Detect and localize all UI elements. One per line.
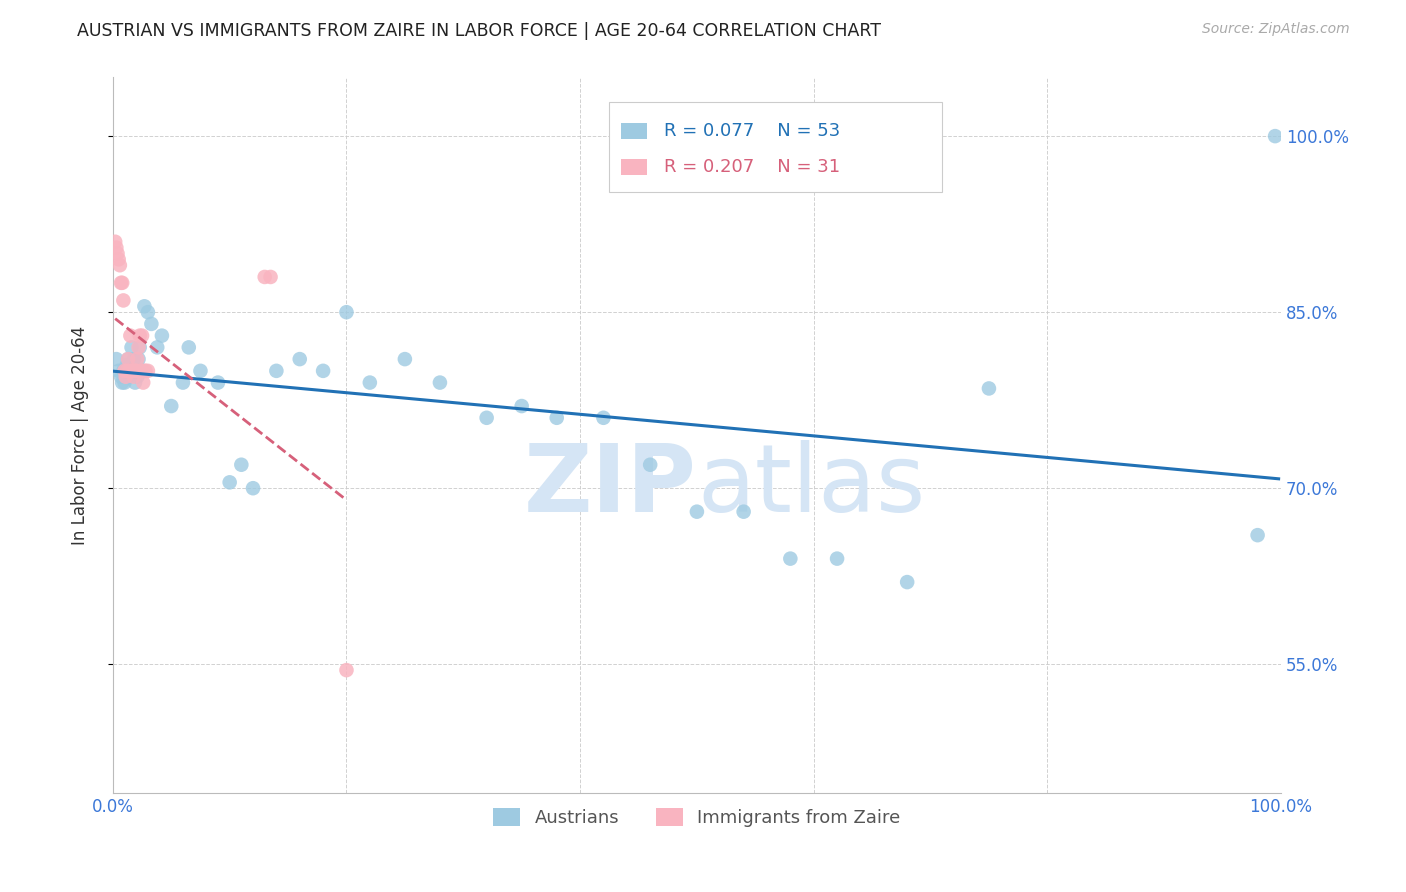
- FancyBboxPatch shape: [609, 103, 942, 192]
- Point: [129, 364, 152, 378]
- Point: [121, 364, 143, 378]
- Point: [115, 358, 138, 372]
- Point: [134, 364, 156, 378]
- Point: [110, 369, 132, 384]
- Point: [136, 364, 159, 378]
- Text: R = 0.077    N = 53: R = 0.077 N = 53: [664, 122, 841, 140]
- Point: [132, 376, 155, 390]
- Point: [105, 241, 128, 255]
- Point: [128, 328, 150, 343]
- Point: [546, 410, 568, 425]
- Point: [111, 376, 134, 390]
- Text: ZIP: ZIP: [524, 440, 697, 532]
- Point: [136, 305, 159, 319]
- Y-axis label: In Labor Force | Age 20-64: In Labor Force | Age 20-64: [72, 326, 89, 545]
- Point: [128, 340, 150, 354]
- Point: [160, 399, 183, 413]
- Point: [118, 364, 141, 378]
- Point: [242, 481, 264, 495]
- Point: [127, 352, 149, 367]
- Point: [105, 352, 128, 367]
- Point: [117, 352, 139, 367]
- Point: [122, 352, 145, 367]
- Point: [107, 364, 129, 378]
- Point: [1246, 528, 1268, 542]
- Point: [1264, 129, 1286, 144]
- Point: [108, 258, 131, 272]
- Legend: Austrians, Immigrants from Zaire: Austrians, Immigrants from Zaire: [486, 801, 908, 834]
- Point: [120, 328, 142, 343]
- Point: [231, 458, 253, 472]
- Point: [114, 376, 136, 390]
- Point: [394, 352, 416, 367]
- Point: [146, 340, 169, 354]
- Point: [128, 352, 150, 367]
- Point: [121, 364, 143, 378]
- Point: [177, 340, 200, 354]
- Point: [104, 235, 127, 249]
- Point: [112, 364, 135, 378]
- Point: [111, 276, 134, 290]
- Point: [107, 246, 129, 260]
- Point: [779, 551, 801, 566]
- Point: [141, 317, 163, 331]
- Point: [110, 276, 132, 290]
- Point: [638, 458, 661, 472]
- Point: [121, 340, 143, 354]
- Point: [335, 663, 357, 677]
- Point: [335, 305, 357, 319]
- Point: [825, 551, 848, 566]
- Point: [733, 505, 755, 519]
- Point: [266, 364, 288, 378]
- Point: [124, 364, 146, 378]
- Point: [115, 364, 138, 378]
- Point: [114, 364, 136, 378]
- Point: [190, 364, 212, 378]
- Point: [150, 328, 173, 343]
- Point: [253, 269, 276, 284]
- Point: [134, 299, 156, 313]
- Point: [122, 369, 145, 384]
- Point: [107, 252, 129, 267]
- Point: [207, 376, 229, 390]
- Point: [118, 369, 141, 384]
- Point: [218, 475, 240, 490]
- Point: [510, 399, 533, 413]
- Point: [977, 381, 1000, 395]
- Point: [117, 352, 139, 367]
- Point: [125, 364, 148, 378]
- FancyBboxPatch shape: [621, 123, 647, 139]
- Point: [114, 369, 136, 384]
- Point: [131, 364, 153, 378]
- Point: [686, 505, 709, 519]
- Text: atlas: atlas: [697, 440, 925, 532]
- FancyBboxPatch shape: [621, 159, 647, 175]
- Point: [121, 364, 143, 378]
- Point: [120, 364, 142, 378]
- Text: AUSTRIAN VS IMMIGRANTS FROM ZAIRE IN LABOR FORCE | AGE 20-64 CORRELATION CHART: AUSTRIAN VS IMMIGRANTS FROM ZAIRE IN LAB…: [77, 22, 882, 40]
- Point: [114, 364, 136, 378]
- Text: R = 0.207    N = 31: R = 0.207 N = 31: [664, 158, 841, 176]
- Point: [131, 328, 153, 343]
- Point: [592, 410, 614, 425]
- Point: [128, 340, 150, 354]
- Point: [259, 269, 281, 284]
- Point: [127, 369, 149, 384]
- Point: [172, 376, 194, 390]
- Point: [135, 364, 157, 378]
- Point: [429, 376, 451, 390]
- Point: [288, 352, 311, 367]
- Point: [124, 376, 146, 390]
- Point: [125, 364, 148, 378]
- Point: [112, 293, 135, 308]
- Point: [359, 376, 381, 390]
- Text: Source: ZipAtlas.com: Source: ZipAtlas.com: [1202, 22, 1350, 37]
- Point: [312, 364, 335, 378]
- Point: [896, 575, 918, 590]
- Point: [475, 410, 498, 425]
